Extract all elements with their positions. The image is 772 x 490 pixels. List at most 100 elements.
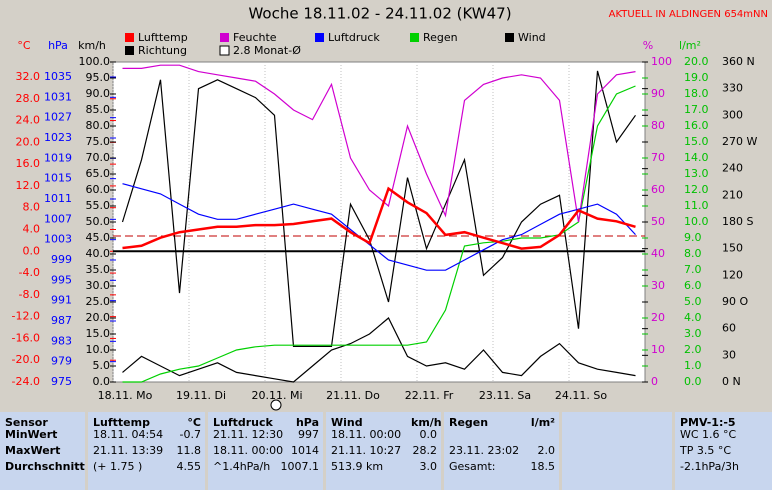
y-tick-label: 70	[651, 151, 665, 164]
y-tick-label: 5.0	[684, 295, 702, 308]
y-tick-label: -16.0	[12, 331, 40, 344]
y-tick-label: 2.0	[684, 343, 702, 356]
axis-unit: l/m²	[679, 39, 701, 52]
legend-swatch	[125, 46, 134, 55]
y-tick-label: 12.0	[684, 183, 709, 196]
y-tick-label: 0.0	[684, 375, 702, 388]
y-tick-label: 90 O	[722, 295, 748, 308]
y-tick-label: 180 S	[722, 215, 753, 228]
y-tick-label: 15.0	[86, 327, 111, 340]
cell-value: 4.55	[176, 460, 202, 473]
axis-unit: °C	[17, 39, 31, 52]
y-tick-label: 5.0	[93, 359, 111, 372]
y-tick-label: 28.0	[16, 92, 41, 105]
x-tick-label: 21.11. Do	[326, 389, 380, 402]
y-tick-label: 20.0	[684, 55, 709, 68]
x-tick-label: 19.11. Di	[176, 389, 226, 402]
y-tick-label: 975	[51, 375, 72, 388]
y-tick-label: 100	[651, 55, 672, 68]
y-tick-label: 80	[651, 119, 665, 132]
y-tick-label: 1.0	[684, 359, 702, 372]
y-tick-label: 9.0	[684, 231, 702, 244]
y-tick-label: 100.0	[79, 55, 111, 68]
table-panel	[208, 412, 323, 490]
table-panel	[562, 412, 672, 490]
y-tick-label: 85.0	[86, 103, 111, 116]
y-tick-label: 40.0	[86, 247, 111, 260]
column-header: Sensor	[5, 416, 48, 429]
row-header: MaxWert	[5, 444, 61, 457]
y-tick-label: 4.0	[684, 311, 702, 324]
y-tick-label: 10.0	[684, 215, 709, 228]
cell-value: -0.7	[179, 428, 201, 441]
legend-label: Richtung	[138, 44, 187, 57]
cell-label: 23.11. 23:02	[449, 444, 520, 457]
x-tick-label: 24.11. So	[555, 389, 607, 402]
time-slider[interactable]	[270, 399, 282, 411]
cell-value: 1007.1	[280, 460, 320, 473]
y-tick-label: 60	[722, 322, 736, 335]
y-tick-label: 16.0	[16, 157, 41, 170]
legend-swatch	[505, 33, 514, 42]
legend-label: Luftdruck	[328, 31, 380, 44]
y-tick-label: 120	[722, 268, 743, 281]
column-unit: km/h	[411, 416, 442, 429]
y-tick-label: 991	[51, 294, 72, 307]
y-tick-label: 11.0	[684, 199, 709, 212]
legend-label: Regen	[423, 31, 458, 44]
cell-label: 21.11. 12:30	[213, 428, 284, 441]
y-tick-label: 32.0	[16, 70, 41, 83]
plot-area	[112, 61, 646, 383]
legend-label: Wind	[518, 31, 546, 44]
cell-value: 28.2	[412, 444, 438, 457]
y-tick-label: 995	[51, 273, 72, 286]
row-header: Durchschnitt	[5, 460, 85, 473]
y-tick-label: 983	[51, 334, 72, 347]
cell-label: 18.11. 00:00	[331, 428, 402, 441]
series-line	[122, 186, 636, 250]
series-line	[122, 183, 636, 271]
legend-swatch	[315, 33, 324, 42]
cell-value: 1014	[291, 444, 319, 457]
y-tick-label: 1015	[44, 172, 72, 185]
y-tick-label: 330	[722, 82, 743, 95]
cell-value: 11.8	[176, 444, 202, 457]
x-tick-label: 23.11. Sa	[479, 389, 531, 402]
y-tick-label: 90.0	[86, 87, 111, 100]
chart: Woche 18.11.02 - 24.11.02 (KW47) AKTUELL…	[12, 5, 768, 411]
cell-value: WC 1.6 °C	[680, 428, 737, 441]
cell-value: 3.0	[419, 460, 438, 473]
y-tick-label: 60.0	[86, 183, 111, 196]
y-tick-label: -24.0	[12, 375, 40, 388]
cell-label: 18.11. 04:54	[93, 428, 164, 441]
y-tick-label: 10.0	[86, 343, 111, 356]
column-unit: hPa	[295, 416, 319, 429]
y-tick-label: -4.0	[19, 266, 40, 279]
table-panel	[0, 412, 85, 490]
y-tick-label: 24.0	[16, 114, 41, 127]
column-header: Regen	[449, 416, 489, 429]
y-tick-label: 1011	[44, 192, 72, 205]
y-tick-label: 15.0	[684, 135, 709, 148]
y-tick-label: 40	[651, 247, 665, 260]
y-tick-label: 30	[651, 279, 665, 292]
axis-unit: km/h	[78, 39, 106, 52]
y-tick-label: -8.0	[19, 288, 40, 301]
y-tick-label: 240	[722, 162, 743, 175]
y-tick-label: 20	[651, 311, 665, 324]
y-tick-label: 18.0	[684, 87, 709, 100]
y-tick-label: 12.0	[16, 179, 41, 192]
y-tick-label: 95.0	[86, 71, 111, 84]
row-header: MinWert	[5, 428, 58, 441]
x-tick-label: 22.11. Fr	[405, 389, 454, 402]
y-tick-label: 13.0	[684, 167, 709, 180]
cell-label: 513.9 km	[331, 460, 384, 473]
y-tick-label: -12.0	[12, 310, 40, 323]
y-tick-label: 300	[722, 108, 743, 121]
axis-unit: hPa	[48, 39, 68, 52]
y-tick-label: 30	[722, 348, 736, 361]
cell-value: 2.0	[537, 444, 556, 457]
axis-unit: %	[643, 39, 653, 52]
cell-value: 997	[298, 428, 319, 441]
